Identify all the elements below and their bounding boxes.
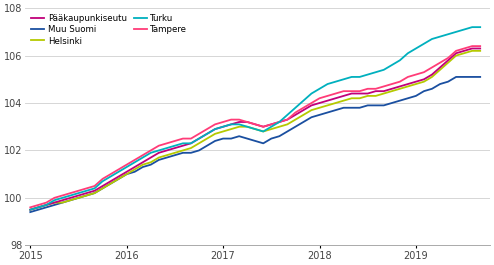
Line: Muu Suomi: Muu Suomi <box>30 77 480 212</box>
Tampere <box>477 45 483 48</box>
Pääkaupunkiseutu <box>51 201 57 204</box>
Muu Suomi <box>332 109 338 112</box>
Tampere <box>469 45 475 48</box>
Turku <box>43 203 49 206</box>
Tampere <box>51 196 57 200</box>
Muu Suomi <box>148 163 154 166</box>
Turku <box>220 125 226 128</box>
Helsinki <box>220 130 226 133</box>
Line: Turku: Turku <box>30 27 480 210</box>
Pääkaupunkiseutu <box>332 97 338 100</box>
Pääkaupunkiseutu <box>220 125 226 128</box>
Muu Suomi <box>51 203 57 206</box>
Helsinki <box>148 161 154 164</box>
Turku <box>469 25 475 29</box>
Pääkaupunkiseutu <box>477 47 483 50</box>
Tampere <box>27 206 33 209</box>
Muu Suomi <box>453 75 459 78</box>
Pääkaupunkiseutu <box>43 203 49 206</box>
Helsinki <box>51 201 57 204</box>
Turku <box>148 151 154 154</box>
Line: Helsinki: Helsinki <box>30 51 480 210</box>
Pääkaupunkiseutu <box>341 94 347 98</box>
Helsinki <box>27 208 33 211</box>
Turku <box>477 25 483 29</box>
Helsinki <box>341 99 347 102</box>
Pääkaupunkiseutu <box>27 208 33 211</box>
Muu Suomi <box>43 206 49 209</box>
Tampere <box>148 149 154 152</box>
Pääkaupunkiseutu <box>148 156 154 159</box>
Turku <box>51 199 57 202</box>
Helsinki <box>332 101 338 105</box>
Line: Pääkaupunkiseutu: Pääkaupunkiseutu <box>30 48 480 210</box>
Helsinki <box>469 49 475 52</box>
Turku <box>341 78 347 81</box>
Turku <box>27 208 33 211</box>
Turku <box>332 80 338 83</box>
Muu Suomi <box>341 106 347 109</box>
Pääkaupunkiseutu <box>469 47 475 50</box>
Helsinki <box>477 49 483 52</box>
Tampere <box>341 90 347 93</box>
Line: Tampere: Tampere <box>30 46 480 207</box>
Helsinki <box>43 203 49 206</box>
Tampere <box>220 120 226 123</box>
Tampere <box>332 92 338 95</box>
Legend: Pääkaupunkiseutu, Muu Suomi, Helsinki, Turku, Tampere: Pääkaupunkiseutu, Muu Suomi, Helsinki, T… <box>30 12 189 47</box>
Tampere <box>43 201 49 204</box>
Muu Suomi <box>477 75 483 78</box>
Muu Suomi <box>27 210 33 214</box>
Muu Suomi <box>220 137 226 140</box>
